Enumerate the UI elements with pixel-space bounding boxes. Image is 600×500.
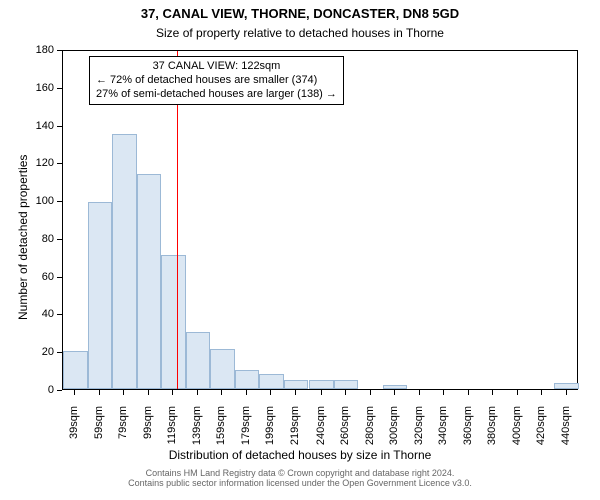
ytick-label: 140 <box>0 120 54 132</box>
chart-title: 37, CANAL VIEW, THORNE, DONCASTER, DN8 5… <box>0 6 600 21</box>
xtick-mark <box>246 390 247 395</box>
ytick-mark <box>57 390 62 391</box>
xtick-label: 59sqm <box>93 406 105 456</box>
histogram-bar <box>383 385 408 389</box>
histogram-bar <box>235 370 260 389</box>
xtick-label: 440sqm <box>560 406 572 456</box>
xtick-mark <box>492 390 493 395</box>
footer-line-2: Contains public sector information licen… <box>0 478 600 488</box>
xtick-label: 219sqm <box>289 406 301 456</box>
xtick-label: 380sqm <box>486 406 498 456</box>
xtick-mark <box>566 390 567 395</box>
ytick-label: 40 <box>0 308 54 320</box>
ytick-label: 60 <box>0 271 54 283</box>
chart-container: 37, CANAL VIEW, THORNE, DONCASTER, DN8 5… <box>0 0 600 500</box>
ytick-label: 160 <box>0 82 54 94</box>
ytick-mark <box>57 126 62 127</box>
xtick-mark <box>295 390 296 395</box>
ytick-mark <box>57 239 62 240</box>
xtick-mark <box>345 390 346 395</box>
histogram-bar <box>284 380 309 389</box>
histogram-bar <box>309 380 334 389</box>
histogram-bar <box>186 332 211 389</box>
ytick-label: 20 <box>0 346 54 358</box>
histogram-bar <box>259 374 284 389</box>
xtick-mark <box>74 390 75 395</box>
histogram-bar <box>161 255 186 389</box>
ytick-label: 0 <box>0 384 54 396</box>
xtick-label: 159sqm <box>215 406 227 456</box>
xtick-label: 360sqm <box>462 406 474 456</box>
ytick-mark <box>57 88 62 89</box>
ytick-label: 80 <box>0 233 54 245</box>
xtick-label: 340sqm <box>437 406 449 456</box>
xtick-mark <box>221 390 222 395</box>
xtick-mark <box>172 390 173 395</box>
annotation-line: 27% of semi-detached houses are larger (… <box>96 88 337 102</box>
xtick-label: 280sqm <box>364 406 376 456</box>
histogram-bar <box>112 134 137 389</box>
annotation-line: ← 72% of detached houses are smaller (37… <box>96 74 337 88</box>
xtick-label: 300sqm <box>388 406 400 456</box>
xtick-mark <box>123 390 124 395</box>
xtick-label: 420sqm <box>535 406 547 456</box>
ytick-mark <box>57 163 62 164</box>
histogram-bar <box>63 351 88 389</box>
xtick-label: 320sqm <box>413 406 425 456</box>
xtick-mark <box>468 390 469 395</box>
xtick-mark <box>541 390 542 395</box>
xtick-mark <box>148 390 149 395</box>
xtick-label: 119sqm <box>166 406 178 456</box>
histogram-bar <box>137 174 162 389</box>
xtick-label: 99sqm <box>142 406 154 456</box>
ytick-mark <box>57 201 62 202</box>
histogram-bar <box>88 202 113 389</box>
xtick-label: 39sqm <box>68 406 80 456</box>
xtick-mark <box>197 390 198 395</box>
xtick-mark <box>99 390 100 395</box>
ytick-mark <box>57 50 62 51</box>
ytick-mark <box>57 352 62 353</box>
annotation-line: 37 CANAL VIEW: 122sqm <box>96 60 337 74</box>
xtick-mark <box>517 390 518 395</box>
ytick-label: 120 <box>0 157 54 169</box>
ytick-mark <box>57 277 62 278</box>
ytick-label: 180 <box>0 44 54 56</box>
xtick-label: 179sqm <box>240 406 252 456</box>
xtick-mark <box>370 390 371 395</box>
xtick-label: 400sqm <box>511 406 523 456</box>
ytick-label: 100 <box>0 195 54 207</box>
histogram-bar <box>334 380 359 389</box>
ytick-mark <box>57 314 62 315</box>
footer-attribution: Contains HM Land Registry data © Crown c… <box>0 468 600 488</box>
xtick-label: 260sqm <box>339 406 351 456</box>
histogram-bar <box>210 349 235 389</box>
footer-line-1: Contains HM Land Registry data © Crown c… <box>0 468 600 478</box>
xtick-mark <box>270 390 271 395</box>
xtick-mark <box>394 390 395 395</box>
xtick-mark <box>419 390 420 395</box>
annotation-box: 37 CANAL VIEW: 122sqm← 72% of detached h… <box>89 56 344 105</box>
xtick-label: 240sqm <box>315 406 327 456</box>
xtick-label: 199sqm <box>264 406 276 456</box>
xtick-label: 139sqm <box>191 406 203 456</box>
histogram-bar <box>554 383 579 389</box>
xtick-mark <box>443 390 444 395</box>
chart-subtitle: Size of property relative to detached ho… <box>0 26 600 40</box>
xtick-label: 79sqm <box>117 406 129 456</box>
xtick-mark <box>321 390 322 395</box>
